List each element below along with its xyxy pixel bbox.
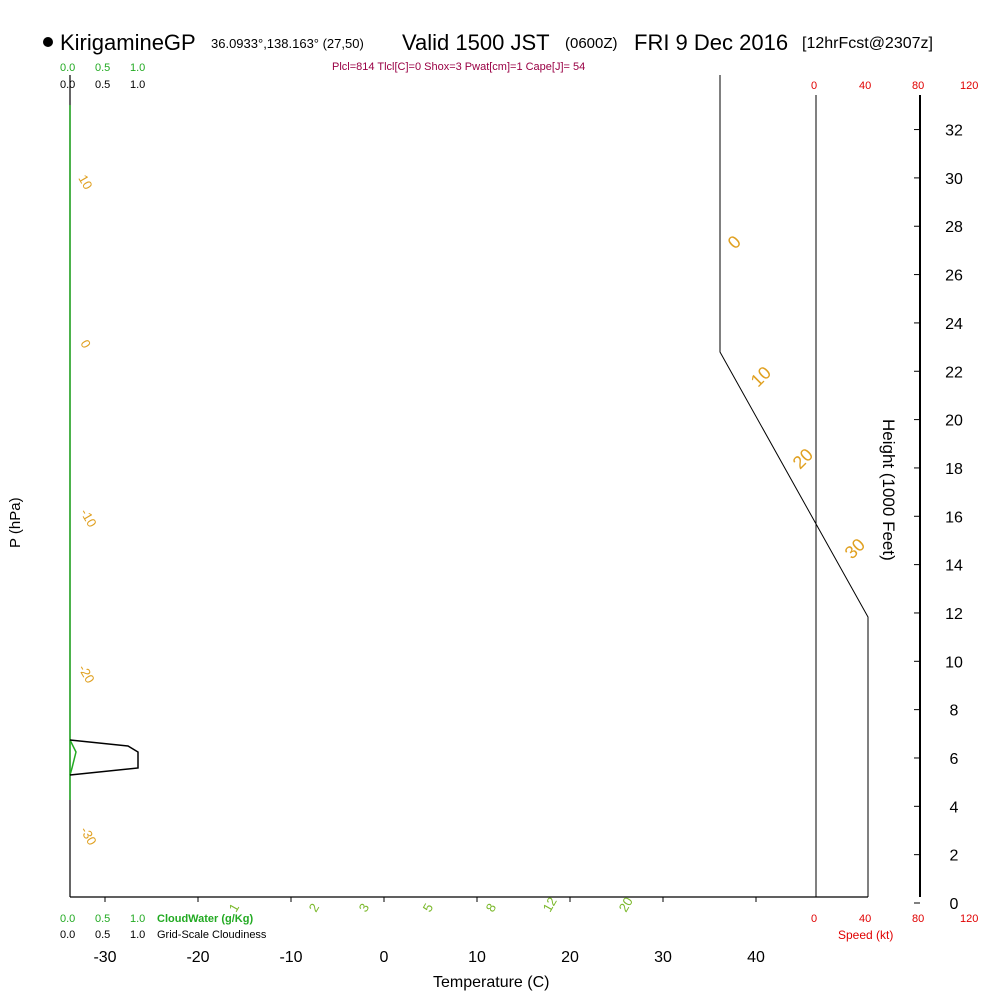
height-tick-label: 8: [950, 703, 959, 720]
height-tick-label: 22: [945, 364, 963, 381]
x-tick-label: -10: [279, 949, 302, 966]
adiabat-label: 0: [724, 232, 745, 253]
cloudwater-tick-bottom: 0.0: [60, 913, 75, 925]
cloudwater-tick-bottom: 0.5: [95, 913, 110, 925]
cloudiness-tick-bottom: 0.5: [95, 929, 110, 941]
cloudiness-profile: [69, 739, 139, 776]
cloudwater-label: CloudWater (g/Kg): [157, 913, 253, 925]
isotherm-label: 0: [77, 337, 94, 351]
height-axis-title: Height (1000 Feet): [879, 419, 898, 561]
station-coords: 36.0933°,138.163° (27,50): [211, 36, 364, 51]
y-axis-title: P (hPa): [7, 497, 24, 548]
height-tick-label: 18: [945, 461, 963, 478]
x-tick-label: 40: [747, 949, 765, 966]
x-tick-label: 20: [561, 949, 579, 966]
isotherm-label: -20: [75, 662, 97, 686]
cloudiness-tick-bottom: 0.0: [60, 929, 75, 941]
x-tick-label: 10: [468, 949, 486, 966]
height-tick-label: 0: [950, 896, 959, 913]
height-tick-label: 6: [950, 751, 959, 768]
x-tick-label: -20: [186, 949, 209, 966]
cloudwater-tick-bottom: 1.0: [130, 913, 145, 925]
cloudiness-tick-top: 0.5: [95, 79, 110, 91]
x-axis-title: Temperature (C): [433, 974, 549, 991]
plot-right-boundary: [719, 75, 869, 897]
speed-tick-bottom: 120: [960, 913, 978, 925]
valid-date: FRI 9 Dec 2016: [634, 30, 788, 55]
forecast-info: [12hrFcst@2307z]: [802, 35, 933, 52]
height-tick-label: 28: [945, 219, 963, 236]
adiabat-label: 20: [789, 445, 817, 473]
cloudiness-tick-top: 0.0: [60, 79, 75, 91]
cloudwater-tick-top: 0.0: [60, 62, 75, 74]
cloudwater-tick-top: 1.0: [130, 62, 145, 74]
adiabat-label: 10: [747, 363, 775, 391]
speed-tick-top: 40: [859, 80, 871, 92]
speed-axis-label: Speed (kt): [838, 928, 893, 942]
bullet-icon: [43, 37, 53, 47]
cloudiness-label: Grid-Scale Cloudiness: [157, 929, 267, 941]
height-tick-label: 12: [945, 606, 963, 623]
valid-time: Valid 1500 JST: [402, 30, 550, 55]
height-tick-label: 14: [945, 558, 963, 575]
x-tick-label: 0: [380, 949, 389, 966]
speed-tick-top: 0: [811, 80, 817, 92]
height-tick-label: 30: [945, 171, 963, 188]
height-tick-label: 20: [945, 413, 963, 430]
adiabat-label: 30: [841, 535, 869, 563]
height-tick-label: 32: [945, 123, 963, 140]
cloudwater-tick-top: 0.5: [95, 62, 110, 74]
x-tick-label: 30: [654, 949, 672, 966]
speed-tick-bottom: 80: [912, 913, 924, 925]
mixing-ratio-label: 20: [616, 894, 636, 914]
height-tick-label: 4: [950, 799, 959, 816]
isotherm-label: -30: [77, 824, 99, 848]
speed-tick-top: 120: [960, 80, 978, 92]
speed-tick-bottom: 0: [811, 913, 817, 925]
height-tick-label: 10: [945, 654, 963, 671]
speed-tick-bottom: 40: [859, 913, 871, 925]
valid-utc: (0600Z): [565, 35, 618, 52]
station-name: KirigamineGP: [60, 30, 196, 55]
mixing-ratio-label: 2: [306, 901, 323, 915]
mixing-ratio-label: 5: [420, 901, 437, 915]
stability-indices: Plcl=814 Tlcl[C]=0 Shox=3 Pwat[cm]=1 Cap…: [332, 61, 585, 73]
isotherm-label: -10: [77, 506, 99, 530]
cloudiness-tick-bottom: 1.0: [130, 929, 145, 941]
cloudiness-tick-top: 1.0: [130, 79, 145, 91]
mixing-ratio-label: 8: [483, 901, 500, 915]
isotherm-label: 10: [75, 172, 95, 192]
height-tick-label: 16: [945, 509, 963, 526]
speed-tick-top: 80: [912, 80, 924, 92]
height-tick-label: 2: [950, 848, 959, 865]
cloudwater-profile: [69, 739, 77, 776]
height-tick-label: 26: [945, 268, 963, 285]
mixing-ratio-label: 12: [540, 894, 560, 914]
x-tick-label: -30: [93, 949, 116, 966]
height-tick-label: 24: [945, 316, 963, 333]
mixing-ratio-label: 3: [356, 901, 373, 915]
